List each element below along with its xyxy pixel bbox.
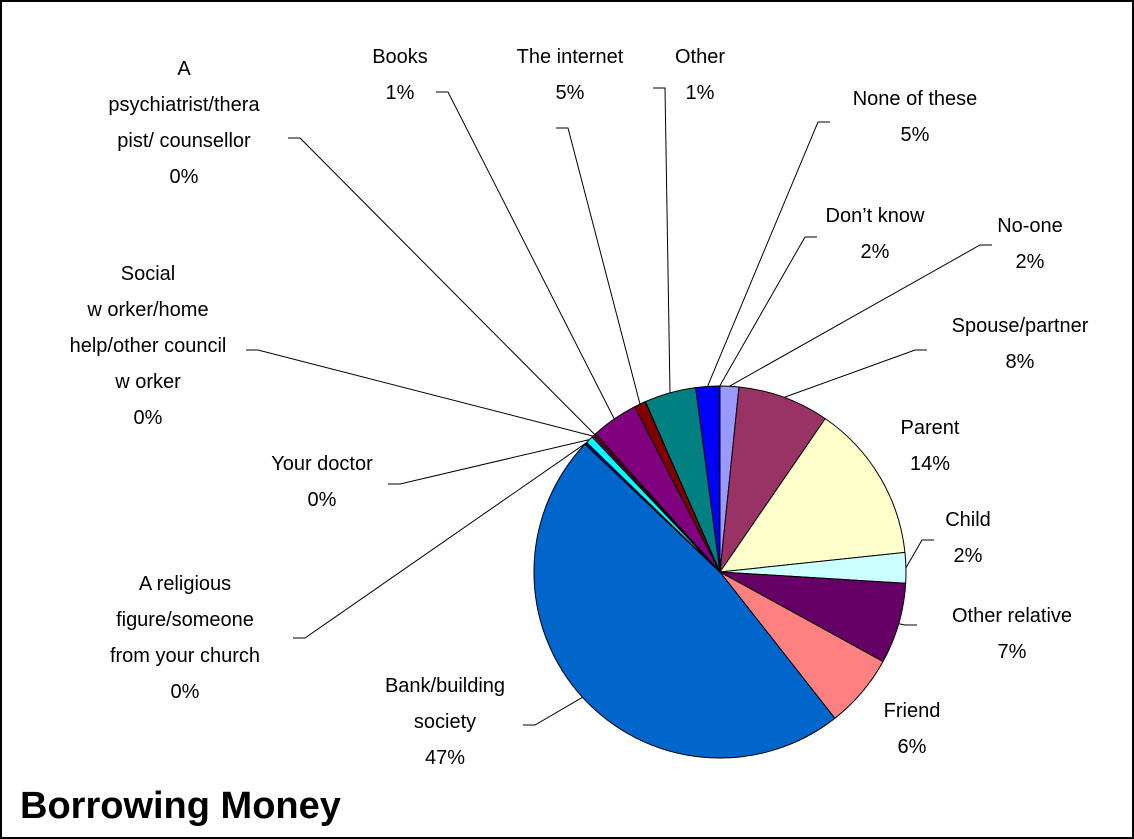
leader-line: [719, 236, 817, 387]
slice-percent-label: 8%: [1006, 351, 1035, 373]
leader-line: [729, 244, 992, 387]
slice-percent-label: 0%: [170, 166, 199, 188]
slice-category-label: help/other council: [70, 335, 227, 357]
pie-slice: [718, 385, 721, 573]
slice-percent-label: 5%: [556, 82, 585, 104]
leader-line: [293, 442, 587, 639]
slice-percent-label: 5%: [901, 124, 930, 146]
leader-line: [436, 91, 615, 420]
slice-percent-label: 0%: [308, 489, 337, 511]
slice-category-label: Spouse/partner: [952, 315, 1089, 337]
leader-line: [905, 539, 934, 569]
slice-category-label: Child: [945, 509, 991, 531]
slice-category-label: Books: [372, 46, 428, 68]
slice-category-label: Don’t know: [826, 205, 925, 227]
slice-percent-label: 2%: [954, 545, 983, 567]
leader-line: [898, 623, 917, 626]
slice-percent-label: 7%: [998, 641, 1027, 663]
pie-slices: [533, 385, 907, 759]
slice-category-label: Other: [675, 46, 725, 68]
leader-line: [653, 87, 671, 393]
slice-category-label: w orker/home: [86, 299, 208, 321]
slice-category-label: Other relative: [952, 605, 1072, 627]
slice-category-label: Social: [121, 263, 175, 285]
slice-percent-label: 2%: [861, 241, 890, 263]
pie-slice: [719, 386, 826, 573]
slice-percent-label: 0%: [134, 407, 163, 429]
slice-category-label: A religious: [139, 573, 231, 595]
slice-category-label: No-one: [997, 215, 1063, 237]
slice-category-label: None of these: [853, 88, 978, 110]
pie-slice: [718, 417, 906, 573]
slice-category-label: psychiatrist/thera: [108, 94, 260, 116]
slice-category-label: Your doctor: [271, 453, 373, 475]
slice-percent-label: 1%: [386, 82, 415, 104]
slice-category-label: The internet: [517, 46, 624, 68]
chart-title: Borrowing Money: [20, 785, 341, 827]
slice-category-label: Friend: [884, 700, 941, 722]
slice-category-label: Bank/building: [385, 675, 505, 697]
slice-category-label: pist/ counsellor: [117, 130, 251, 152]
leader-line: [246, 349, 594, 437]
leader-line: [523, 696, 583, 726]
slice-percent-label: 2%: [1016, 251, 1045, 273]
slice-category-label: Parent: [901, 417, 960, 439]
slice-percent-label: 47%: [425, 747, 465, 769]
leader-line: [388, 439, 590, 485]
leader-line: [707, 121, 830, 387]
slice-category-label: society: [414, 711, 476, 733]
slice-percent-label: 1%: [686, 82, 715, 104]
leader-line: [783, 349, 927, 398]
leader-lines: [246, 87, 992, 726]
slice-category-label: A: [177, 58, 191, 80]
slice-category-label: from your church: [110, 645, 260, 667]
leader-line: [288, 137, 596, 435]
slice-labels: No-one 2% Spouse/partner 8% Parent 14% Child 2%…: [70, 46, 1089, 769]
slice-category-label: figure/someone: [116, 609, 254, 631]
slice-percent-label: 6%: [898, 736, 927, 758]
slice-category-label: w orker: [114, 371, 181, 393]
leader-line: [556, 127, 641, 405]
slice-percent-label: 0%: [171, 681, 200, 703]
slice-percent-label: 14%: [910, 453, 950, 475]
